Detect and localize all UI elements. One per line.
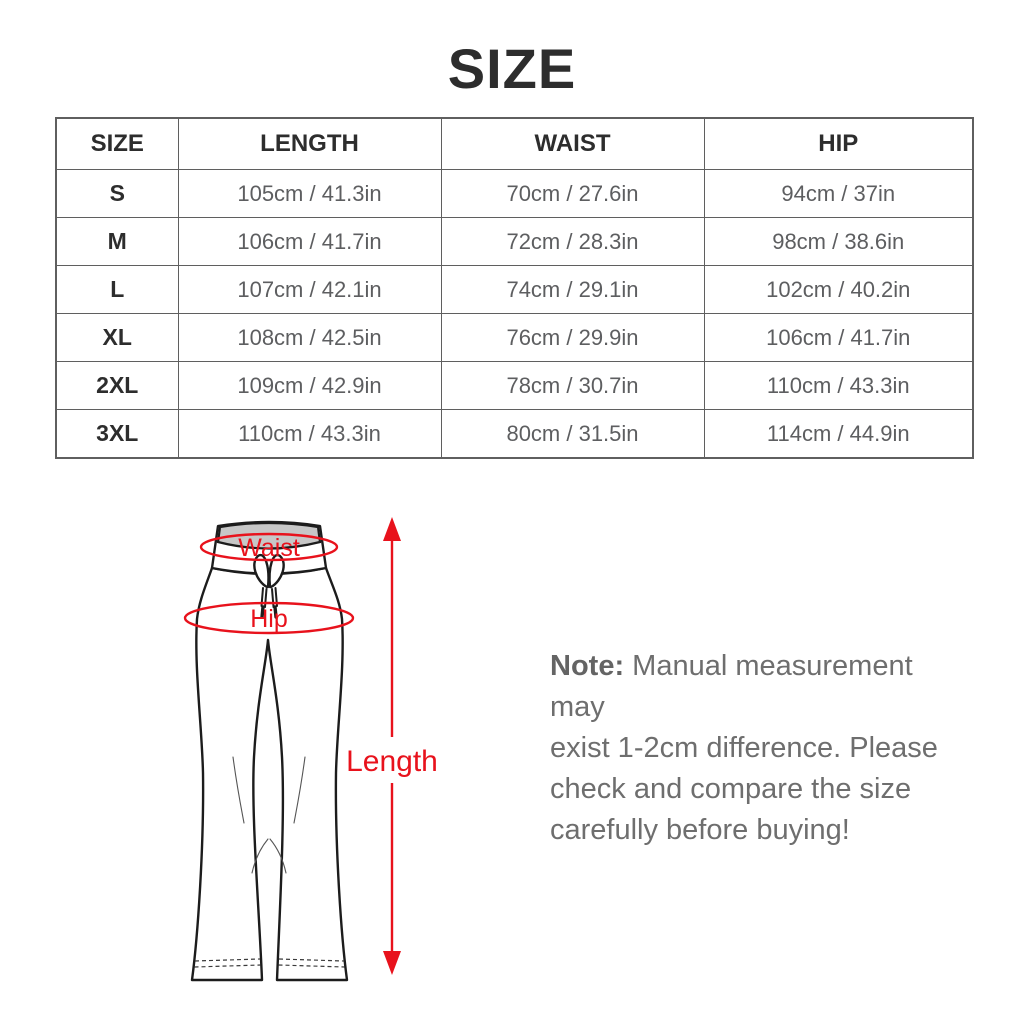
waist-label: Waist (238, 534, 300, 562)
size-cell: M (55, 217, 179, 266)
note-text: Manual measurement may (550, 650, 913, 723)
table-header-row: SIZE LENGTH WAIST HIP (55, 117, 974, 170)
table-row: S 105cm / 41.3in 70cm / 27.6in 94cm / 37… (55, 169, 974, 218)
length-cell: 108cm / 42.5in (177, 313, 442, 362)
hip-measure-ellipse (183, 601, 355, 635)
waist-cell: 70cm / 27.6in (440, 169, 705, 218)
hip-cell: 110cm / 43.3in (703, 361, 974, 410)
pants-diagram: Waist Hip Length (183, 517, 438, 982)
length-cell: 105cm / 41.3in (177, 169, 442, 218)
hip-cell: 94cm / 37in (703, 169, 974, 218)
note: Note: Manual measurement may exist 1-2cm… (550, 646, 970, 851)
hip-cell: 114cm / 44.9in (703, 409, 974, 459)
size-cell: S (55, 169, 179, 218)
size-cell: XL (55, 313, 179, 362)
table-row: XL 108cm / 42.5in 76cm / 29.9in 106cm / … (55, 313, 974, 362)
length-label: Length (346, 745, 438, 778)
column-header-size: SIZE (55, 117, 179, 170)
column-header-length: LENGTH (177, 117, 442, 170)
length-cell: 109cm / 42.9in (177, 361, 442, 410)
left-hem-stitch (194, 958, 261, 962)
hip-cell: 98cm / 38.6in (703, 217, 974, 266)
right-thigh-crease (293, 756, 306, 824)
hip-cell: 106cm / 41.7in (703, 313, 974, 362)
drawstring-right-aglet (273, 605, 278, 619)
waist-cell: 72cm / 28.3in (440, 217, 705, 266)
length-cell: 110cm / 43.3in (177, 409, 442, 459)
note-line: exist 1-2cm difference. Please (550, 732, 938, 764)
drawstring-left-aglet (260, 605, 265, 619)
length-cell: 106cm / 41.7in (177, 217, 442, 266)
note-line: carefully before buying! (550, 814, 850, 846)
size-cell: 2XL (55, 361, 179, 410)
size-cell: 3XL (55, 409, 179, 459)
right-crotch-crease (269, 838, 287, 874)
pants-body (190, 566, 349, 982)
hip-cell: 102cm / 40.2in (703, 265, 974, 314)
waist-cell: 78cm / 30.7in (440, 361, 705, 410)
page-title: SIZE (447, 37, 577, 100)
length-cell: 107cm / 42.1in (177, 265, 442, 314)
length-arrow (383, 517, 401, 975)
drawstring-left-loop (253, 553, 270, 589)
drawstring-right-loop (268, 553, 285, 589)
table-row: 3XL 110cm / 43.3in 80cm / 31.5in 114cm /… (55, 409, 974, 459)
waist-cell: 76cm / 29.9in (440, 313, 705, 362)
column-header-waist: WAIST (440, 117, 705, 170)
waist-cell: 74cm / 29.1in (440, 265, 705, 314)
note-label: Note: (550, 650, 625, 682)
size-cell: L (55, 265, 179, 314)
waist-cell: 80cm / 31.5in (440, 409, 705, 459)
table-row: L 107cm / 42.1in 74cm / 29.1in 102cm / 4… (55, 265, 974, 314)
left-crotch-crease (251, 838, 269, 874)
waist-measure-ellipse (199, 532, 339, 562)
table-row: M 106cm / 41.7in 72cm / 28.3in 98cm / 38… (55, 217, 974, 266)
size-table: SIZE LENGTH WAIST HIP S 105cm / 41.3in 7… (55, 117, 974, 459)
table-row: 2XL 109cm / 42.9in 78cm / 30.7in 110cm /… (55, 361, 974, 410)
right-hem-stitch (278, 958, 345, 962)
left-thigh-crease (232, 756, 245, 824)
note-line: Note: Manual measurement may (550, 646, 970, 728)
hip-label: Hip (250, 605, 288, 633)
note-line: check and compare the size (550, 773, 912, 805)
column-header-hip: HIP (703, 117, 974, 170)
